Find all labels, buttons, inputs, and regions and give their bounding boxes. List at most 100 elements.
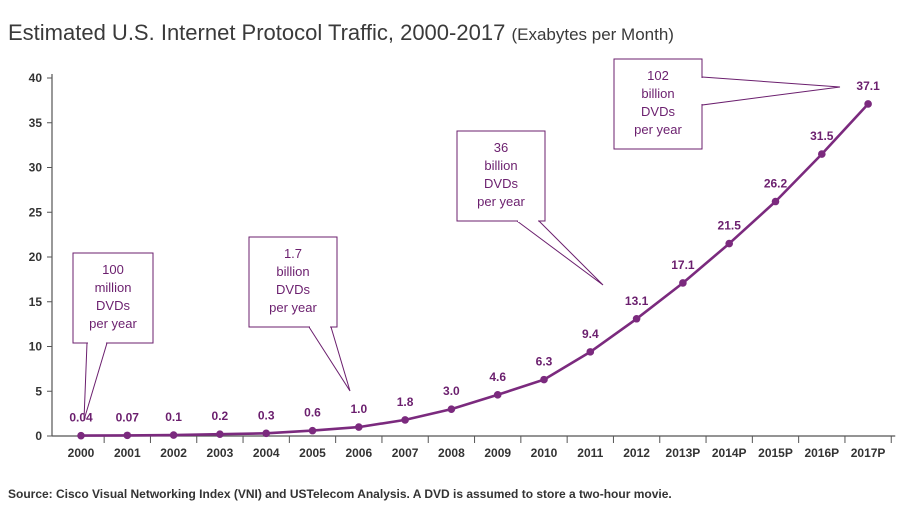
data-label: 0.07 (116, 410, 140, 424)
callout-text-line: 102 (647, 68, 669, 83)
data-label: 0.1 (165, 410, 182, 424)
data-point (632, 314, 641, 323)
chart-title-main: Estimated U.S. Internet Protocol Traffic… (8, 20, 506, 45)
callout-text-line: DVDs (96, 298, 130, 313)
data-point (818, 150, 826, 158)
y-tick-label: 0 (35, 429, 42, 443)
data-point (493, 391, 502, 399)
y-tick-label: 35 (29, 116, 43, 130)
data-point (401, 416, 409, 424)
data-label: 31.5 (810, 129, 834, 143)
callout-text-line: DVDs (276, 282, 310, 297)
x-tick-label: 2001 (114, 446, 141, 460)
x-tick-label: 2014P (712, 446, 747, 460)
x-tick-label: 2013P (666, 446, 701, 460)
data-point (169, 431, 178, 439)
x-tick-label: 2005 (299, 446, 326, 460)
x-tick-label: 2003 (207, 446, 234, 460)
data-point (216, 430, 224, 439)
callouts-group: 100 million DVDs per year 1.7 billion DVDs per … (72, 58, 841, 421)
callout-text-line: billion (641, 86, 674, 101)
callout-box (72, 252, 154, 344)
callout-pointer (701, 76, 841, 106)
data-label: 0.2 (212, 409, 229, 423)
data-label: 26.2 (764, 177, 788, 191)
data-label: 1.8 (397, 395, 414, 409)
x-tick-label: 2009 (484, 446, 511, 460)
data-point (123, 431, 132, 440)
callout-text-line: 36 (494, 140, 508, 155)
data-label: 3.0 (443, 384, 460, 398)
source-note: Source: Cisco Visual Networking Index (V… (8, 487, 672, 501)
series-line-group: 0.04 0.07 0.1 0.2 0.3 0.6 1.0 1.8 3.0 4.6 6.3 9.4 13… (69, 79, 880, 440)
x-tick-label: 2000 (68, 446, 95, 460)
callout: 100 million DVDs per year (72, 252, 154, 421)
x-tick-label: 2012 (623, 446, 650, 460)
data-label: 6.3 (536, 355, 553, 369)
y-tick-label: 25 (29, 205, 43, 219)
data-label: 17.1 (671, 258, 695, 272)
y-tick-label: 20 (29, 250, 43, 264)
callout-pointer (515, 220, 604, 286)
callout-text-line: per year (477, 194, 525, 209)
y-tick-label: 30 (29, 161, 43, 175)
x-tick-label: 2010 (531, 446, 558, 460)
data-point (725, 239, 733, 248)
callout-text-line: 100 (102, 262, 124, 277)
x-tick-label: 2004 (253, 446, 280, 460)
callout-text-line: million (95, 280, 132, 295)
data-point (679, 279, 687, 287)
y-tick-label: 5 (35, 384, 42, 398)
data-label: 9.4 (582, 327, 599, 341)
callout-text-line: per year (89, 316, 137, 331)
data-label: 0.3 (258, 408, 275, 422)
x-tick-label: 2002 (160, 446, 187, 460)
chart-title-sub: (Exabytes per Month) (511, 25, 674, 44)
callout-box (248, 236, 338, 328)
callout-box (456, 130, 546, 222)
data-label: 1.0 (350, 402, 367, 416)
callout-text-line: per year (634, 122, 682, 137)
data-label: 13.1 (625, 294, 649, 308)
callout-text-line: billion (276, 264, 309, 279)
x-tick-label: 2011 (577, 446, 603, 460)
data-point (447, 405, 456, 413)
data-point (77, 431, 85, 440)
x-tick-label: 2006 (345, 446, 372, 460)
callout-text-line: DVDs (484, 176, 518, 191)
data-label: 21.5 (718, 219, 742, 233)
data-label: 4.6 (489, 370, 506, 384)
series-line (80, 103, 870, 437)
y-tick-label: 40 (29, 71, 43, 85)
data-label: 0.04 (69, 411, 93, 425)
callout-pointer (308, 326, 351, 392)
data-label: 37.1 (856, 79, 880, 93)
callout-text-line: DVDs (641, 104, 675, 119)
x-tick-label: 2017P (851, 446, 886, 460)
data-point (355, 423, 363, 431)
data-label: 0.6 (304, 406, 321, 420)
chart-axes: 0 5 10 15 20 25 30 35 40 2000 2001 2002 2003 2004 2005… (29, 71, 896, 460)
data-point (586, 348, 595, 356)
callout: 1.7 billion DVDs per year (248, 236, 351, 392)
x-tick-label: 2008 (438, 446, 465, 460)
x-tick-label: 2016P (804, 446, 839, 460)
data-point (864, 100, 872, 108)
callout: 36 billion DVDs per year (456, 130, 604, 286)
x-tick-label: 2007 (392, 446, 419, 460)
callout-text-line: per year (269, 300, 317, 315)
data-point (308, 426, 317, 435)
callout-box (613, 58, 703, 150)
y-tick-label: 10 (29, 340, 43, 354)
data-point (262, 429, 271, 438)
data-point (540, 375, 548, 384)
chart-title: Estimated U.S. Internet Protocol Traffic… (8, 20, 674, 46)
y-tick-label: 15 (29, 295, 43, 309)
callout-text-line: billion (484, 158, 517, 173)
callout-text-line: 1.7 (284, 246, 302, 261)
callout: 102 billion DVDs per year (613, 58, 841, 150)
x-tick-label: 2015P (758, 446, 793, 460)
callout-pointer (83, 342, 108, 421)
data-point (771, 197, 780, 206)
